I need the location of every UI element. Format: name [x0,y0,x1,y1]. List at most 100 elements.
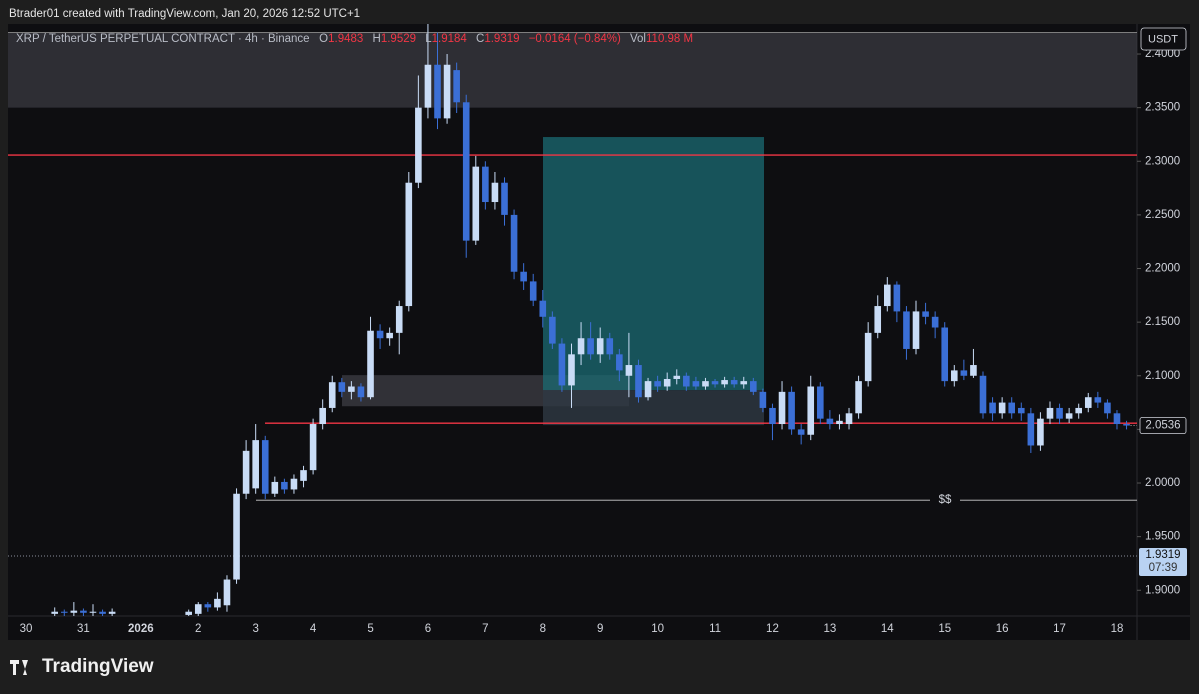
candle-body [309,424,317,471]
value: 1.9319 [484,33,520,45]
x-tick-label: 16 [996,623,1009,635]
candle-body [319,407,326,425]
candle-body [903,311,910,349]
x-tick-label: 2026 [128,623,154,635]
candle-body [1113,413,1121,425]
x-tick-label: 15 [938,623,951,635]
candle-body [941,327,949,382]
stop-zone [543,390,764,426]
candle-body [376,330,384,339]
candle-body [970,365,977,376]
y-tick-label: 2.1500 [1145,316,1180,328]
candle-body [596,338,604,355]
x-tick-label: 6 [425,623,431,635]
brand: TradingView [42,656,154,677]
x-tick-label: 31 [77,623,90,635]
candle-body [1008,402,1016,414]
currency: USDT [1148,33,1178,45]
label: L [425,33,432,45]
candle-body [252,440,259,489]
candle-body [99,611,106,614]
candle-body [89,611,97,613]
y-tick-label: 1.9500 [1145,531,1180,543]
candle-body [874,306,882,333]
candles [51,24,1137,616]
candle-body [826,418,834,425]
candle-body [721,380,728,385]
axes: 2.4000 2.3500 2.3000 2.2500 2.2000 2.1500 2.10… [20,48,1187,635]
candle-body [529,281,537,301]
x-tick-label: 2 [195,623,201,635]
candle-body [549,316,556,344]
logo-icon [10,660,28,675]
candle-body [864,332,872,382]
candle-body [1084,397,1092,408]
value: 1.9483 [328,33,364,45]
currency-button[interactable] [1140,27,1187,51]
label: C [476,33,485,45]
candle-body [577,338,585,355]
candle-body [979,375,987,414]
x-tick-label: 13 [823,623,836,635]
candle-body [989,402,996,414]
candle-body [1027,413,1035,446]
candle-body [654,381,661,387]
candle-body [520,271,527,282]
change: −0.0164 (−0.84%) [528,33,621,45]
candle-body [692,381,700,387]
candle-body [998,402,1006,414]
label: Vol [630,33,646,45]
candle-body [453,70,460,103]
legend: XRP / TetherUS PERPETUAL CONTRACT · 4h ·… [16,33,699,45]
x-tick-label: 12 [766,623,779,635]
x-tick-label: 11 [709,623,721,635]
candle-body [1123,424,1130,426]
candle-body [893,284,901,312]
value: 1.9529 [380,33,417,45]
candle-body [845,413,853,425]
candle-body [922,311,929,317]
candle-body [1065,413,1073,419]
candle-body [797,429,805,435]
value: 110.98 M [646,33,694,45]
candle-body [271,481,279,494]
candle-body [625,365,633,376]
candle-body [931,316,939,328]
candle-body [233,493,240,580]
candle-body [644,381,652,398]
candle-body [261,440,269,494]
candle-body [817,386,824,419]
candle-body [568,354,575,386]
label: H [372,33,381,45]
candle-body [405,182,413,307]
candle-body [884,284,891,307]
candle-body [912,311,920,349]
candle-body [702,381,709,387]
liquidity-label: $$ [939,494,952,506]
last-price-label: 2.0536 [1145,420,1180,432]
candle-body [788,391,795,430]
candle-body [683,375,690,387]
last-price-badge [1139,417,1187,434]
candle-body [80,610,87,613]
y-tick-label: 1.9000 [1145,584,1180,596]
candle-body [711,381,719,385]
candle-body [223,579,231,606]
candle-body [328,382,336,408]
y-tick-label: 2.3500 [1145,102,1180,114]
candle-body [367,330,374,398]
candle-body [491,182,499,203]
candle-body [60,611,68,613]
candle-body [606,338,614,355]
x-tick-label: 18 [1111,623,1124,635]
candle-body [290,478,298,490]
y-tick-label: 2.1000 [1145,370,1180,382]
symbol: XRP / TetherUS PERPETUAL CONTRACT · 4h ·… [16,33,310,45]
candle-body [395,306,403,333]
candle-body [587,338,594,355]
price-badge-label: 1.9319 [1145,549,1180,561]
candle-body [950,370,958,382]
candle-body [1017,407,1025,414]
candle-body [443,64,451,119]
x-tick-label: 14 [881,623,894,635]
